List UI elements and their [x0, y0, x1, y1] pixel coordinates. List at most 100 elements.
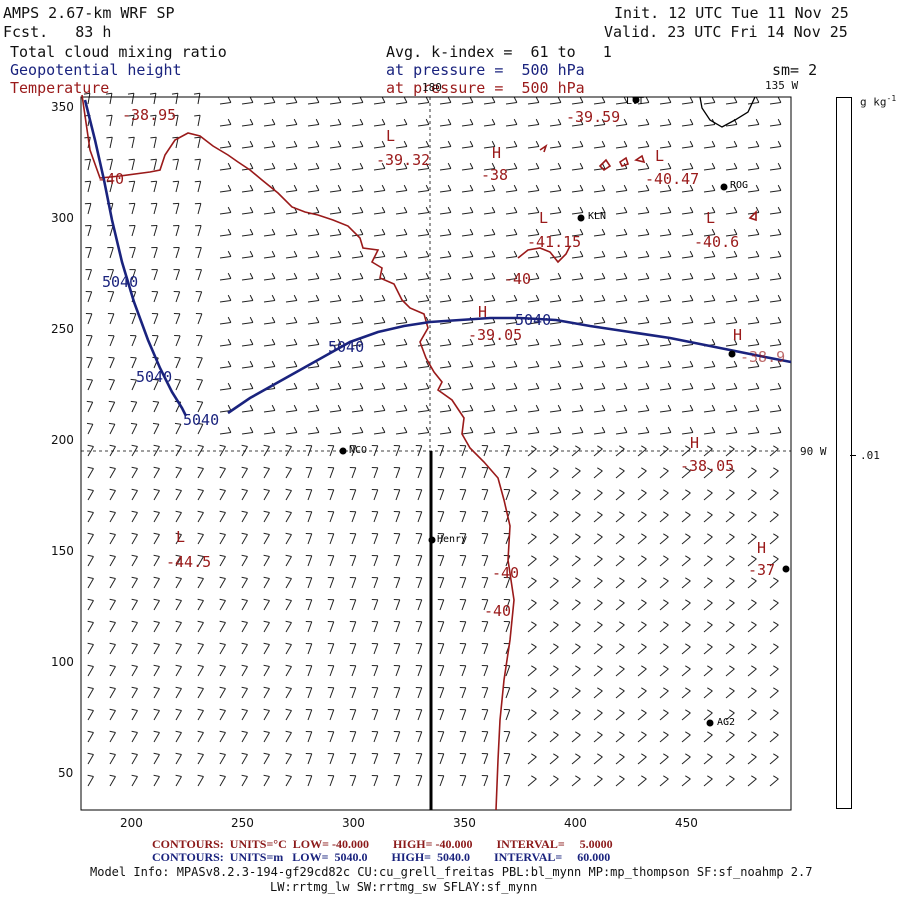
wind-barb	[747, 344, 759, 347]
wind-barb-flag	[773, 511, 779, 516]
wind-barb-flag	[425, 360, 430, 367]
wind-barb-flag	[663, 731, 669, 736]
wind-barb	[175, 776, 182, 787]
wind-barb	[329, 234, 341, 237]
wind-barb-flag	[777, 140, 782, 147]
wind-barb	[197, 313, 203, 325]
wind-barb-flag	[153, 444, 160, 447]
wind-barb	[395, 533, 401, 545]
wind-barb-flag	[293, 140, 298, 147]
wind-barb	[549, 146, 561, 149]
field-cloud-mixing: Total cloud mixing ratio	[10, 43, 227, 61]
wind-barb-flag	[579, 228, 584, 235]
wind-barb-flag	[535, 250, 540, 257]
wind-barb-flag	[623, 272, 628, 279]
wind-barb-flag	[469, 118, 474, 125]
wind-barb	[131, 423, 138, 435]
wind-barb	[263, 490, 270, 501]
wind-barb	[769, 432, 781, 435]
wind-barb-flag	[553, 643, 559, 648]
wind-barb	[439, 467, 445, 479]
wind-barb	[417, 432, 429, 435]
wind-barb-flag	[381, 404, 386, 411]
wind-barb-flag	[263, 774, 270, 777]
wind-barb-flag	[733, 250, 738, 257]
wind-barb-flag	[359, 426, 364, 433]
wind-barb	[373, 511, 379, 523]
wind-barb	[483, 146, 495, 149]
wind-barb	[747, 256, 759, 259]
field-geopotential: Geopotential height	[10, 61, 182, 79]
wind-barb-flag	[285, 444, 292, 447]
wind-barb-flag	[601, 294, 606, 301]
wind-barb	[329, 731, 335, 743]
wind-barb-flag	[293, 250, 298, 257]
wind-barb-flag	[469, 338, 474, 345]
wind-barb	[527, 514, 537, 523]
wind-barb	[527, 168, 539, 171]
wind-barb-flag	[491, 118, 496, 125]
wind-barb-flag	[553, 555, 559, 560]
wind-barb-flag	[513, 404, 518, 411]
wind-barb-flag	[663, 621, 669, 626]
wind-barb-flag	[197, 686, 204, 689]
wind-barb	[329, 190, 341, 193]
wind-barb-flag	[271, 228, 276, 235]
wind-barb-flag	[689, 360, 694, 367]
wind-barb-flag	[645, 382, 650, 389]
wind-barb	[593, 300, 605, 303]
wind-barb-flag	[667, 338, 672, 345]
wind-barb	[219, 344, 231, 347]
wind-barb	[703, 492, 713, 501]
wind-barb-flag	[241, 466, 248, 469]
wind-barb	[769, 558, 779, 567]
wind-barb-flag	[733, 316, 738, 323]
wind-barb	[725, 124, 737, 127]
wind-barb-flag	[109, 686, 116, 689]
wind-barb	[571, 234, 583, 237]
wind-barb	[131, 622, 138, 633]
wind-barb	[615, 102, 627, 105]
wind-barb	[549, 580, 559, 589]
wind-barb-flag	[641, 709, 647, 714]
wind-barb	[197, 600, 204, 611]
wind-barb	[241, 124, 253, 127]
wind-barb-flag	[315, 184, 320, 191]
wind-barb	[417, 124, 429, 127]
wind-barb	[153, 578, 160, 589]
wind-barb-flag	[667, 140, 672, 147]
wind-barb-flag	[175, 686, 182, 689]
wind-barb-flag	[227, 118, 232, 125]
wind-barb-flag	[131, 554, 138, 557]
wind-barb-flag	[447, 184, 452, 191]
wind-barb-flag	[86, 356, 93, 359]
wind-barb-flag	[197, 730, 204, 733]
wind-barb-flag	[733, 272, 738, 279]
wind-barb-flag	[645, 426, 650, 433]
wind-barb	[197, 512, 204, 523]
wind-barb-flag	[285, 708, 292, 711]
wind-barb	[131, 776, 138, 787]
wind-barb	[549, 624, 559, 633]
wind-barb	[769, 492, 779, 501]
wind-barb	[483, 256, 495, 259]
wind-barb	[615, 580, 625, 589]
temp-label: -41.15	[527, 233, 582, 251]
wind-barb-flag	[641, 687, 647, 692]
wind-barb-flag	[601, 316, 606, 323]
wind-barb-flag	[711, 228, 716, 235]
wind-barb	[373, 146, 385, 149]
wind-barb	[307, 731, 313, 743]
wind-barb-flag	[403, 426, 408, 433]
y-tick-50: 50	[58, 766, 74, 780]
wind-barb-flag	[597, 665, 603, 670]
wind-barb	[703, 580, 713, 589]
wind-barb	[615, 410, 627, 413]
station-label-nco: NCO	[349, 445, 368, 456]
station-dot	[782, 565, 790, 573]
height-label: 5040	[183, 411, 220, 429]
wind-barb-flag	[219, 532, 226, 535]
wind-barb	[527, 646, 537, 655]
wind-barb-flag	[227, 228, 232, 235]
